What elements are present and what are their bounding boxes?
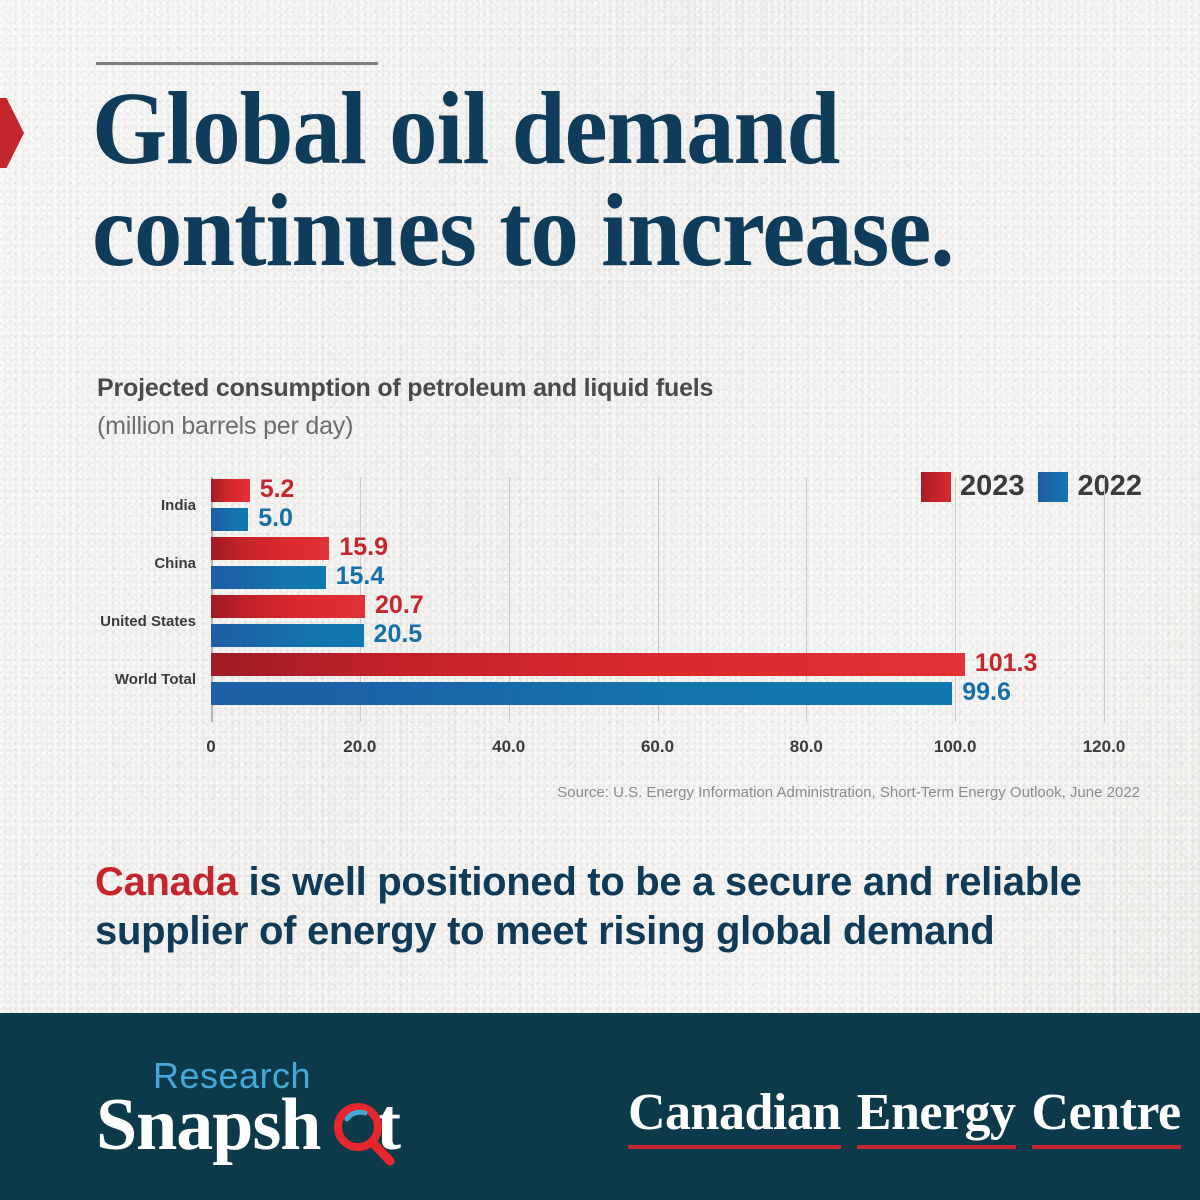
headline-line-2: continues to increase.: [92, 172, 955, 288]
x-tick-label: 40.0: [492, 737, 526, 756]
x-tick-label: 120.0: [1082, 737, 1126, 756]
chart-source: Source: U.S. Energy Information Administ…: [557, 784, 1140, 801]
chart-subtitle: (million barrels per day): [97, 412, 354, 440]
bar-value-label: 20.5: [373, 620, 423, 648]
x-axis-ticks: 0 20.0 40.0 60.0 80.0 100.0 120.0: [0, 737, 1200, 767]
bar-value-label: 15.4: [335, 562, 385, 590]
gridline: [1104, 477, 1105, 722]
research-snapshot-logo[interactable]: Research Snapsh t: [96, 1055, 516, 1166]
bar-group: China 15.9 15.4: [0, 533, 1200, 593]
magnifying-glass-icon: [334, 1103, 395, 1166]
bar-2022[interactable]: [211, 624, 364, 647]
logo-word-research: Research: [153, 1055, 312, 1096]
bar-value-label: 5.0: [258, 504, 293, 532]
legend-item-2023[interactable]: 2023: [920, 470, 1025, 503]
bar-value-label: 20.7: [375, 591, 424, 619]
cec-word-2: Energy: [856, 1083, 1016, 1149]
gridline: [955, 477, 957, 722]
x-tick-label: 80.0: [789, 737, 823, 756]
footer-band: Research Snapsh t Canadian Energy Centre: [0, 1013, 1200, 1200]
cec-wordmark: Canadian Energy Centre: [628, 1083, 1181, 1149]
header-rule: [96, 62, 378, 65]
red-arrow-marker: [0, 98, 24, 168]
gridline: [657, 477, 659, 722]
bar-group: India 5.2 5.0: [0, 475, 1200, 535]
bar-2023[interactable]: [211, 479, 250, 502]
chart-title: Projected consumption of petroleum and l…: [97, 374, 714, 402]
x-tick-label: 60.0: [640, 737, 675, 756]
cec-word-1: Canadian: [628, 1083, 841, 1149]
logo-snapshot-part1: Snapsh: [96, 1084, 321, 1166]
bar-value-label: 101.3: [974, 649, 1038, 677]
legend-item-2022[interactable]: 2022: [1038, 470, 1142, 503]
bar-2023[interactable]: [211, 595, 366, 618]
bar-chart: India 5.2 5.0 China 15.9 15.4 United States 20.…: [0, 455, 1200, 775]
bar-value-label: 5.2: [259, 475, 295, 503]
canadian-energy-centre-logo[interactable]: Canadian Energy Centre: [628, 1083, 1181, 1149]
bar-2022[interactable]: [211, 682, 953, 705]
tagline: Canada is well positioned to be a secure…: [95, 858, 1145, 956]
cec-word-3: Centre: [1031, 1083, 1181, 1149]
headline-line-1: Global oil demand: [92, 71, 840, 186]
legend-label-2022: 2022: [1077, 470, 1142, 502]
x-tick-label: 0: [206, 737, 216, 756]
bar-2023[interactable]: [211, 653, 965, 676]
x-tick-label: 100.0: [933, 737, 977, 756]
bar-2022[interactable]: [211, 566, 326, 589]
category-label: India: [160, 497, 196, 514]
bar-2022[interactable]: [211, 508, 249, 531]
gridline: [508, 477, 510, 722]
bar-value-label: 99.6: [962, 678, 1011, 706]
legend-swatch-2022-icon: [1038, 471, 1069, 502]
tagline-line-2: supplier of energy to meet rising global…: [95, 908, 995, 953]
bar-2023[interactable]: [211, 537, 330, 560]
bar-group: United States 20.7 20.5: [0, 591, 1200, 651]
legend-swatch-2023-icon: [920, 471, 951, 502]
chart-legend: 2023 2022: [920, 470, 1142, 503]
bar-value-label: 15.9: [339, 533, 388, 561]
page-title: Global oil demand continues to increase.: [92, 71, 1087, 288]
tagline-highlight: Canada: [95, 860, 238, 904]
tagline-line-1-rest: is well positioned to be a secure and re…: [237, 860, 1082, 904]
category-label: United States: [100, 613, 196, 630]
bar-group: World Total 101.3 99.6: [0, 649, 1200, 709]
category-label: World Total: [114, 671, 196, 688]
legend-label-2023: 2023: [959, 470, 1025, 502]
x-tick-label: 20.0: [343, 737, 377, 756]
gridline: [806, 477, 808, 722]
category-label: China: [154, 555, 196, 572]
